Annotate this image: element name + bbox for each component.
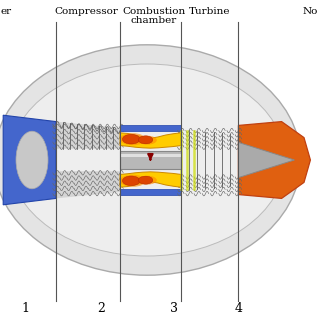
Text: 1: 1 — [22, 302, 30, 315]
Text: 3: 3 — [171, 302, 179, 315]
Polygon shape — [56, 122, 120, 149]
Ellipse shape — [16, 131, 48, 189]
Polygon shape — [120, 189, 181, 195]
Text: 4: 4 — [235, 302, 243, 315]
Ellipse shape — [10, 64, 285, 256]
Polygon shape — [120, 151, 181, 169]
Text: chamber: chamber — [131, 16, 177, 25]
Ellipse shape — [138, 176, 157, 185]
Ellipse shape — [120, 133, 146, 145]
Ellipse shape — [123, 134, 140, 144]
Polygon shape — [120, 133, 181, 148]
Ellipse shape — [0, 45, 301, 275]
Polygon shape — [56, 171, 120, 198]
Polygon shape — [120, 125, 181, 131]
Text: Turbine: Turbine — [189, 7, 230, 16]
Text: Compressor: Compressor — [54, 7, 118, 16]
Polygon shape — [120, 172, 181, 187]
Text: 2: 2 — [97, 302, 105, 315]
Polygon shape — [120, 154, 181, 157]
Ellipse shape — [123, 176, 140, 186]
Text: Combustion: Combustion — [122, 7, 185, 16]
Ellipse shape — [120, 175, 146, 187]
Ellipse shape — [139, 136, 153, 144]
Ellipse shape — [138, 136, 157, 145]
Polygon shape — [3, 115, 56, 205]
Polygon shape — [238, 122, 310, 198]
Polygon shape — [238, 142, 294, 178]
Text: er: er — [1, 7, 12, 16]
Text: No: No — [303, 7, 318, 16]
Ellipse shape — [139, 176, 153, 184]
